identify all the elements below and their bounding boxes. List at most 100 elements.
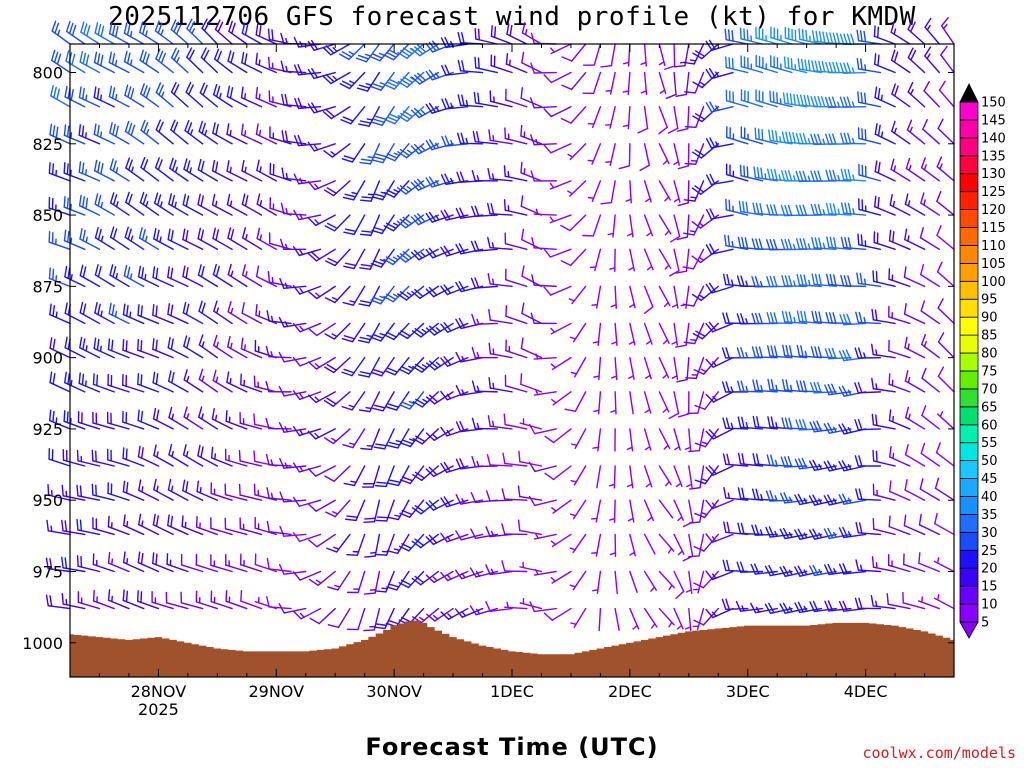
wind-barb	[501, 523, 528, 536]
wind-barb	[341, 391, 366, 411]
y-tick-label: 900	[32, 349, 63, 368]
wind-barb	[226, 335, 248, 359]
wind-barb	[937, 118, 955, 145]
wind-barb	[686, 465, 693, 489]
wind-barb	[256, 227, 277, 250]
colorbar-label: 140	[981, 131, 1006, 146]
wind-barb	[823, 460, 852, 472]
wind-barb	[48, 162, 71, 182]
wind-barb	[124, 226, 145, 250]
wind-barb	[705, 208, 734, 220]
wind-barb	[920, 300, 940, 325]
wind-barb	[167, 370, 189, 393]
wind-barb	[227, 300, 248, 325]
wind-barb	[737, 452, 764, 467]
wind-barb	[279, 277, 307, 290]
plot-frame	[69, 43, 955, 678]
wind-barb	[425, 285, 454, 298]
wind-barb	[682, 214, 705, 236]
wind-barb	[673, 428, 681, 451]
colorbar-label: 80	[981, 347, 998, 362]
wind-barb	[240, 86, 263, 108]
wind-barb	[373, 428, 395, 450]
wind-barb	[485, 601, 513, 613]
wind-barb	[721, 598, 749, 610]
wind-barb	[921, 367, 940, 393]
wind-barb	[658, 248, 672, 270]
wind-barb	[889, 445, 911, 467]
x-tick-label: 2DEC	[608, 682, 652, 701]
wind-barb	[520, 124, 543, 145]
colorbar-swatch	[959, 549, 979, 569]
wind-barb	[154, 157, 174, 182]
wind-barb	[794, 565, 823, 577]
colorbar-swatch	[959, 334, 979, 354]
wind-barb	[855, 311, 882, 325]
wind-barb	[410, 178, 440, 191]
wind-barb	[691, 143, 719, 159]
wind-barb	[560, 106, 587, 124]
wind-barb	[79, 228, 101, 250]
wind-barb	[671, 285, 679, 309]
wind-barb	[48, 409, 71, 430]
wind-barb	[45, 594, 71, 610]
wind-barb	[182, 444, 204, 467]
wind-barb	[611, 322, 618, 347]
wind-barb	[688, 499, 705, 524]
colorbar: 5 10 15 20 25 30 35 40 45 50 55 60 65 70 75 80 85 90 95 100…	[959, 83, 1006, 639]
wind-barb	[266, 520, 292, 536]
wind-barb	[363, 570, 381, 595]
wind-barb	[48, 196, 71, 216]
wind-barb	[676, 106, 690, 132]
wind-barb	[227, 50, 248, 74]
wind-barb	[938, 80, 955, 108]
wind-barb	[294, 134, 322, 147]
wind-barb	[76, 449, 101, 467]
wind-barb	[705, 356, 734, 368]
wind-barb	[293, 173, 322, 185]
wind-barb	[591, 499, 602, 523]
wind-barb	[346, 533, 366, 556]
wind-barb	[687, 533, 705, 558]
wind-barb	[658, 285, 671, 308]
wind-barb	[543, 285, 572, 296]
wind-barb	[307, 248, 336, 262]
wind-barb	[224, 483, 248, 501]
wind-barb	[471, 455, 498, 468]
wind-barb	[346, 570, 366, 594]
wind-barb	[643, 356, 652, 380]
wind-barb	[854, 455, 882, 467]
wind-barb	[124, 120, 145, 145]
wind-barb	[904, 443, 926, 467]
wind-barb	[63, 410, 86, 430]
wind-barb	[890, 49, 911, 74]
wind-barb	[629, 391, 634, 415]
wind-barb	[622, 43, 631, 67]
wind-barb	[92, 553, 115, 573]
wind-barb	[685, 570, 693, 594]
wind-barb	[658, 180, 671, 202]
wind-barb	[253, 483, 277, 501]
wind-barb	[770, 26, 793, 45]
wind-barb	[183, 406, 204, 430]
wind-barb	[754, 127, 778, 145]
wind-barb	[670, 214, 681, 243]
wind-barb	[152, 304, 174, 325]
wind-barb	[934, 477, 955, 501]
colorbar-label: 30	[981, 526, 998, 541]
wind-barb	[324, 465, 351, 482]
wind-barb	[180, 553, 204, 573]
wind-barb	[294, 97, 322, 110]
wind-barb	[153, 478, 174, 501]
wind-barb	[794, 457, 823, 470]
wind-barb	[183, 369, 204, 393]
wind-barb	[550, 533, 572, 548]
credit-link[interactable]: coolwx.com/models	[862, 744, 1016, 762]
wind-barb	[887, 554, 911, 573]
wind-barb	[292, 570, 322, 581]
wind-barb	[692, 607, 705, 631]
wind-barb	[488, 376, 513, 393]
wind-barb	[658, 533, 675, 554]
wind-barb	[810, 381, 837, 394]
wind-barb	[471, 417, 498, 430]
